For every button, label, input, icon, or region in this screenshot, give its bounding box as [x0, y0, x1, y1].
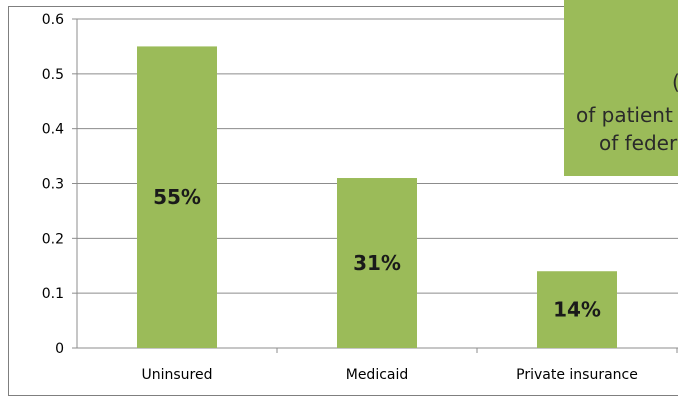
y-tick-label: 0.4 — [42, 122, 64, 138]
y-tick-label: 0.5 — [42, 67, 64, 83]
callout-line-2: of patient — [576, 103, 673, 127]
x-tick-label: Private insurance — [516, 367, 638, 383]
callout-background — [564, 0, 678, 176]
y-tick-label: 0.3 — [42, 177, 64, 193]
callout-line-3: of feder — [599, 131, 678, 155]
callout-box: ( of patient of feder — [564, 0, 678, 176]
y-tick-label: 0.6 — [42, 12, 64, 28]
data-label: 55% — [153, 185, 201, 209]
bar-medicaid — [337, 178, 417, 348]
bar-uninsured — [137, 46, 217, 349]
bar-private-insurance — [537, 271, 617, 348]
x-tick-label: Uninsured — [142, 367, 213, 383]
y-tick-label: 0 — [55, 341, 64, 357]
y-tick-label: 0.2 — [42, 231, 64, 247]
x-tick-label: Medicaid — [346, 367, 409, 383]
data-label: 31% — [353, 251, 401, 275]
bars — [137, 46, 617, 349]
y-tick-label: 0.1 — [42, 286, 64, 302]
data-label: 14% — [553, 298, 601, 322]
labels: 0 0.1 0.2 0.3 0.4 0.5 0.6 Uninsured 55% Medicaid 3… — [42, 12, 638, 383]
callout-line-1: ( — [672, 70, 678, 94]
